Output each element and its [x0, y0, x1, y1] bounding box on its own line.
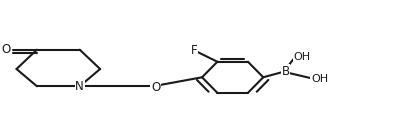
Text: B: B — [282, 65, 290, 78]
Text: OH: OH — [311, 74, 328, 84]
Text: OH: OH — [293, 52, 310, 62]
Text: O: O — [1, 43, 11, 56]
Text: O: O — [151, 81, 160, 94]
Text: N: N — [75, 80, 84, 93]
Text: F: F — [191, 43, 197, 57]
